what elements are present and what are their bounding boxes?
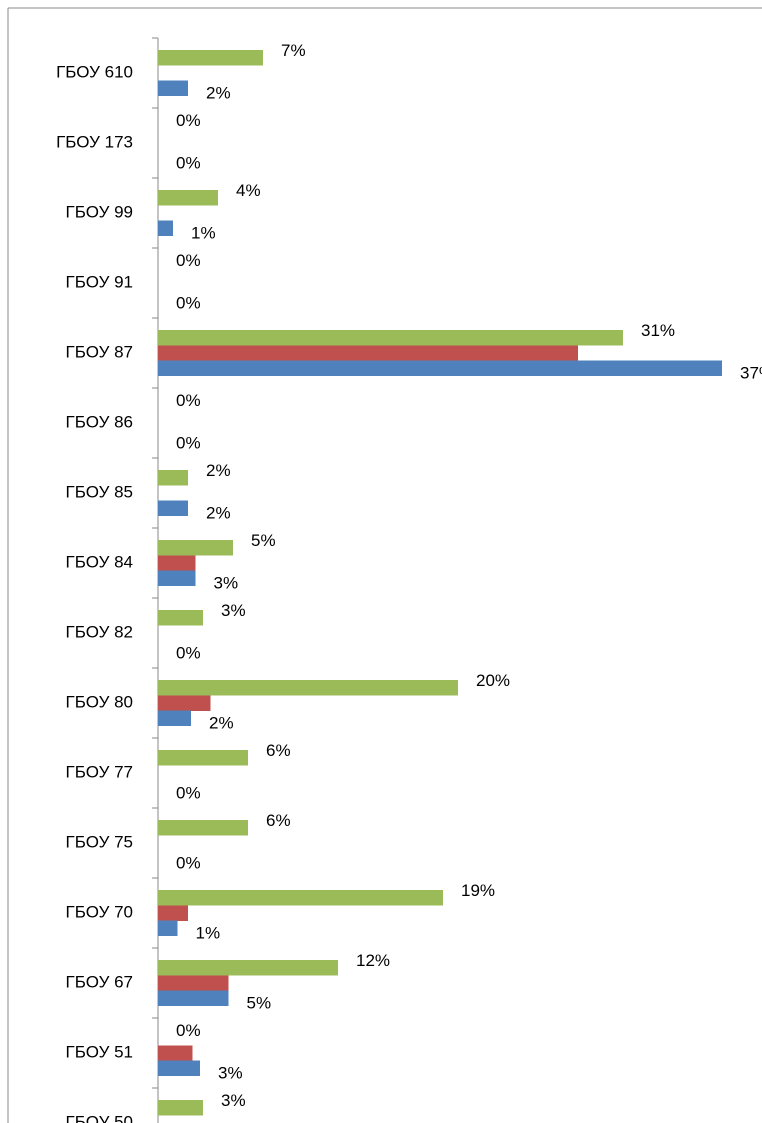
data-label: 0% bbox=[176, 434, 201, 453]
data-label: 0% bbox=[176, 111, 201, 130]
data-label: 2% bbox=[209, 714, 234, 733]
bar bbox=[158, 190, 218, 206]
data-label: 6% bbox=[266, 811, 291, 830]
data-label: 0% bbox=[176, 294, 201, 313]
y-tick-label: ГБОУ 87 bbox=[66, 342, 133, 361]
data-label: 0% bbox=[176, 784, 201, 803]
data-label: 0% bbox=[176, 391, 201, 410]
bar bbox=[158, 540, 233, 556]
bar bbox=[158, 50, 263, 66]
bar bbox=[158, 220, 173, 236]
data-label: 3% bbox=[214, 574, 239, 593]
data-label: 2% bbox=[206, 504, 231, 523]
bar bbox=[158, 610, 203, 626]
data-label: 2% bbox=[206, 461, 231, 480]
y-tick-label: ГБОУ 50 bbox=[66, 1112, 133, 1123]
bar bbox=[158, 905, 188, 921]
bar bbox=[158, 555, 196, 571]
data-label: 2% bbox=[206, 84, 231, 103]
y-tick-label: ГБОУ 173 bbox=[56, 132, 133, 151]
bar bbox=[158, 360, 722, 376]
y-tick-label: ГБОУ 610 bbox=[56, 62, 133, 81]
y-tick-label: ГБОУ 85 bbox=[66, 482, 133, 501]
y-tick-label: ГБОУ 86 bbox=[66, 412, 133, 431]
y-tick-label: ГБОУ 80 bbox=[66, 692, 133, 711]
bar bbox=[158, 345, 578, 361]
bar bbox=[158, 330, 623, 346]
data-label: 31% bbox=[641, 321, 675, 340]
bar bbox=[158, 695, 211, 711]
data-label: 1% bbox=[196, 924, 221, 943]
bar bbox=[158, 1100, 203, 1116]
data-label: 6% bbox=[266, 741, 291, 760]
data-label: 0% bbox=[176, 251, 201, 270]
data-label: 5% bbox=[251, 531, 276, 550]
y-tick-label: ГБОУ 67 bbox=[66, 972, 133, 991]
bar bbox=[158, 750, 248, 766]
data-label: 0% bbox=[176, 1021, 201, 1040]
data-label: 3% bbox=[218, 1064, 243, 1083]
y-tick-label: ГБОУ 91 bbox=[66, 272, 133, 291]
data-label: 0% bbox=[176, 154, 201, 173]
bar bbox=[158, 80, 188, 96]
data-label: 19% bbox=[461, 881, 495, 900]
data-label: 37% bbox=[740, 364, 762, 383]
y-tick-label: ГБОУ 75 bbox=[66, 832, 133, 851]
y-tick-label: ГБОУ 99 bbox=[66, 202, 133, 221]
bar bbox=[158, 820, 248, 836]
y-tick-label: ГБОУ 82 bbox=[66, 622, 133, 641]
bar bbox=[158, 470, 188, 486]
bar bbox=[158, 975, 229, 991]
data-label: 1% bbox=[191, 224, 216, 243]
bar bbox=[158, 960, 338, 976]
y-tick-label: ГБОУ 77 bbox=[66, 762, 133, 781]
data-label: 3% bbox=[221, 601, 246, 620]
y-tick-label: ГБОУ 70 bbox=[66, 902, 133, 921]
bar bbox=[158, 570, 196, 586]
bar bbox=[158, 710, 191, 726]
bar bbox=[158, 920, 178, 936]
data-label: 7% bbox=[281, 41, 306, 60]
data-label: 3% bbox=[221, 1091, 246, 1110]
bar bbox=[158, 500, 188, 516]
bar bbox=[158, 990, 229, 1006]
data-label: 0% bbox=[176, 644, 201, 663]
data-label: 20% bbox=[476, 671, 510, 690]
data-label: 12% bbox=[356, 951, 390, 970]
data-label: 4% bbox=[236, 181, 261, 200]
data-label: 5% bbox=[247, 994, 272, 1013]
data-label: 0% bbox=[176, 854, 201, 873]
bar bbox=[158, 680, 458, 696]
bar bbox=[158, 1060, 200, 1076]
y-tick-label: ГБОУ 51 bbox=[66, 1042, 133, 1061]
y-tick-label: ГБОУ 84 bbox=[66, 552, 133, 571]
bar bbox=[158, 890, 443, 906]
bar bbox=[158, 1045, 193, 1061]
